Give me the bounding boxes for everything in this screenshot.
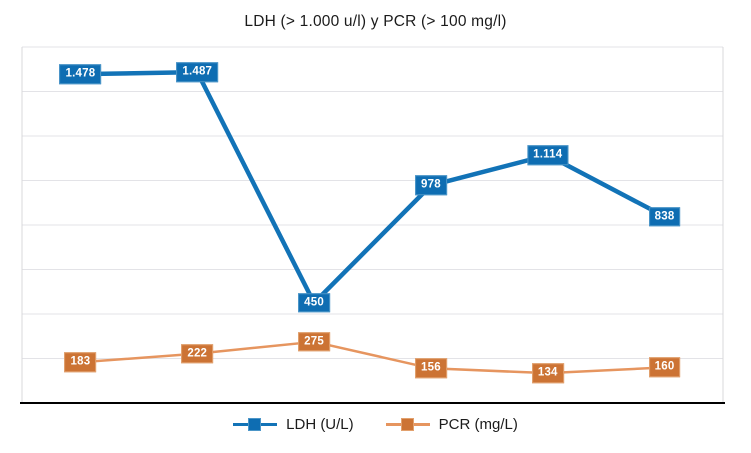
series-line-ldh xyxy=(80,69,666,306)
pcr-line-square-marker-icon xyxy=(385,417,430,432)
legend-item-pcr: PCR (mg/L) xyxy=(385,416,518,433)
ldh-line-square-marker-icon xyxy=(233,417,278,432)
legend-label-pcr: PCR (mg/L) xyxy=(438,416,518,433)
legend-label-ldh: LDH (U/L) xyxy=(286,416,354,433)
ldh-legend-square xyxy=(248,417,262,431)
chart-title: LDH (> 1.000 u/l) y PCR (> 100 mg/l) xyxy=(244,13,507,30)
legend-item-ldh: LDH (U/L) xyxy=(233,416,354,433)
legend: LDH (U/L) PCR (mg/L) xyxy=(0,416,751,433)
pcr-legend-square xyxy=(400,417,414,431)
series-line-pcr xyxy=(80,340,665,375)
